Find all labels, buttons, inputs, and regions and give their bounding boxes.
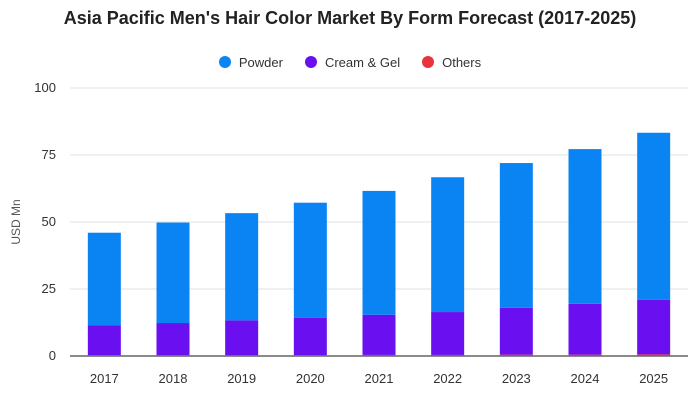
bar-cream-gel-2023[interactable] bbox=[499, 307, 533, 355]
y-tick-label: 0 bbox=[49, 348, 56, 363]
bar-powder-2024[interactable] bbox=[568, 149, 602, 304]
x-tick-label: 2018 bbox=[159, 371, 188, 386]
bar-powder-2017[interactable] bbox=[87, 232, 121, 326]
y-tick-label: 50 bbox=[42, 214, 56, 229]
bar-cream-gel-2019[interactable] bbox=[225, 320, 259, 356]
bar-others-2025[interactable] bbox=[637, 354, 671, 356]
x-tick-label: 2022 bbox=[433, 371, 462, 386]
bar-cream-gel-2017[interactable] bbox=[87, 325, 121, 356]
legend-label-cream-gel: Cream & Gel bbox=[324, 54, 401, 70]
legend-item-cream-gel[interactable]: Cream & Gel bbox=[304, 54, 401, 70]
x-tick-label: 2025 bbox=[639, 371, 668, 386]
y-tick-label: 100 bbox=[34, 80, 56, 95]
bar-cream-gel-2021[interactable] bbox=[362, 314, 396, 355]
legend-item-others[interactable]: Others bbox=[422, 55, 481, 70]
bar-powder-2022[interactable] bbox=[431, 177, 465, 313]
bar-powder-2020[interactable] bbox=[293, 202, 327, 318]
x-tick-label: 2023 bbox=[502, 371, 531, 386]
legend-label-powder: Powder bbox=[238, 54, 283, 70]
legend-swatch-others bbox=[422, 56, 435, 68]
bar-others-2018[interactable] bbox=[156, 355, 190, 356]
bar-others-2023[interactable] bbox=[499, 354, 533, 356]
y-tick-label: 75 bbox=[42, 147, 56, 162]
bar-powder-2018[interactable] bbox=[156, 222, 190, 324]
bar-powder-2019[interactable] bbox=[225, 213, 259, 321]
bar-cream-gel-2020[interactable] bbox=[293, 317, 327, 356]
bar-cream-gel-2018[interactable] bbox=[156, 323, 190, 356]
bar-powder-2025[interactable] bbox=[637, 132, 671, 300]
bar-others-2022[interactable] bbox=[431, 354, 465, 356]
bar-powder-2023[interactable] bbox=[499, 163, 533, 308]
bar-cream-gel-2024[interactable] bbox=[568, 303, 602, 355]
bar-others-2021[interactable] bbox=[362, 354, 396, 356]
chart-title: Asia Pacific Men's Hair Color Market By … bbox=[63, 8, 637, 28]
legend-swatch-cream-gel bbox=[304, 56, 317, 68]
bar-others-2017[interactable] bbox=[87, 355, 121, 356]
bar-others-2020[interactable] bbox=[293, 355, 327, 356]
x-tick-label: 2019 bbox=[227, 371, 256, 386]
y-tick-label: 25 bbox=[42, 281, 56, 296]
x-tick-label: 2024 bbox=[571, 371, 600, 386]
x-tick-label: 2021 bbox=[365, 371, 394, 386]
bar-others-2019[interactable] bbox=[225, 355, 259, 356]
y-axis-title: USD Mn bbox=[9, 199, 23, 244]
legend-item-powder[interactable]: Powder bbox=[218, 54, 283, 70]
bar-others-2024[interactable] bbox=[568, 354, 602, 356]
bar-powder-2021[interactable] bbox=[362, 190, 396, 315]
bar-cream-gel-2022[interactable] bbox=[431, 312, 465, 355]
legend-swatch-powder bbox=[218, 56, 231, 68]
x-tick-label: 2017 bbox=[90, 371, 119, 386]
bar-cream-gel-2025[interactable] bbox=[637, 299, 671, 355]
legend-label-others: Others bbox=[442, 54, 482, 70]
legend: Powder Cream & Gel Others bbox=[0, 52, 700, 72]
x-tick-label: 2020 bbox=[296, 371, 325, 386]
